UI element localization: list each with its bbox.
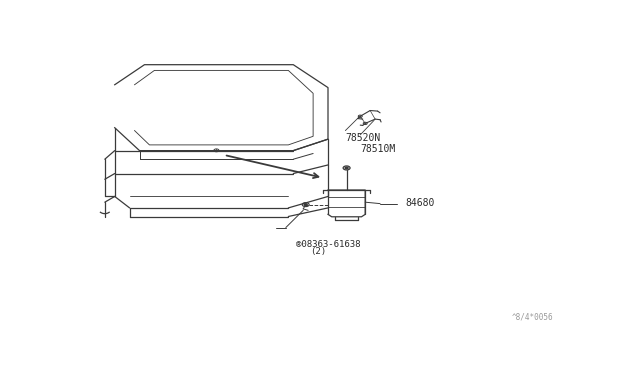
Circle shape	[304, 204, 307, 205]
Text: 78510M: 78510M	[360, 144, 396, 154]
Text: ®08363-61638: ®08363-61638	[296, 240, 360, 248]
Circle shape	[345, 167, 348, 169]
Text: (2): (2)	[310, 247, 326, 256]
Text: 78520N: 78520N	[346, 132, 381, 142]
Text: ^8/4*0056: ^8/4*0056	[511, 312, 553, 322]
Text: 84680: 84680	[405, 199, 435, 208]
